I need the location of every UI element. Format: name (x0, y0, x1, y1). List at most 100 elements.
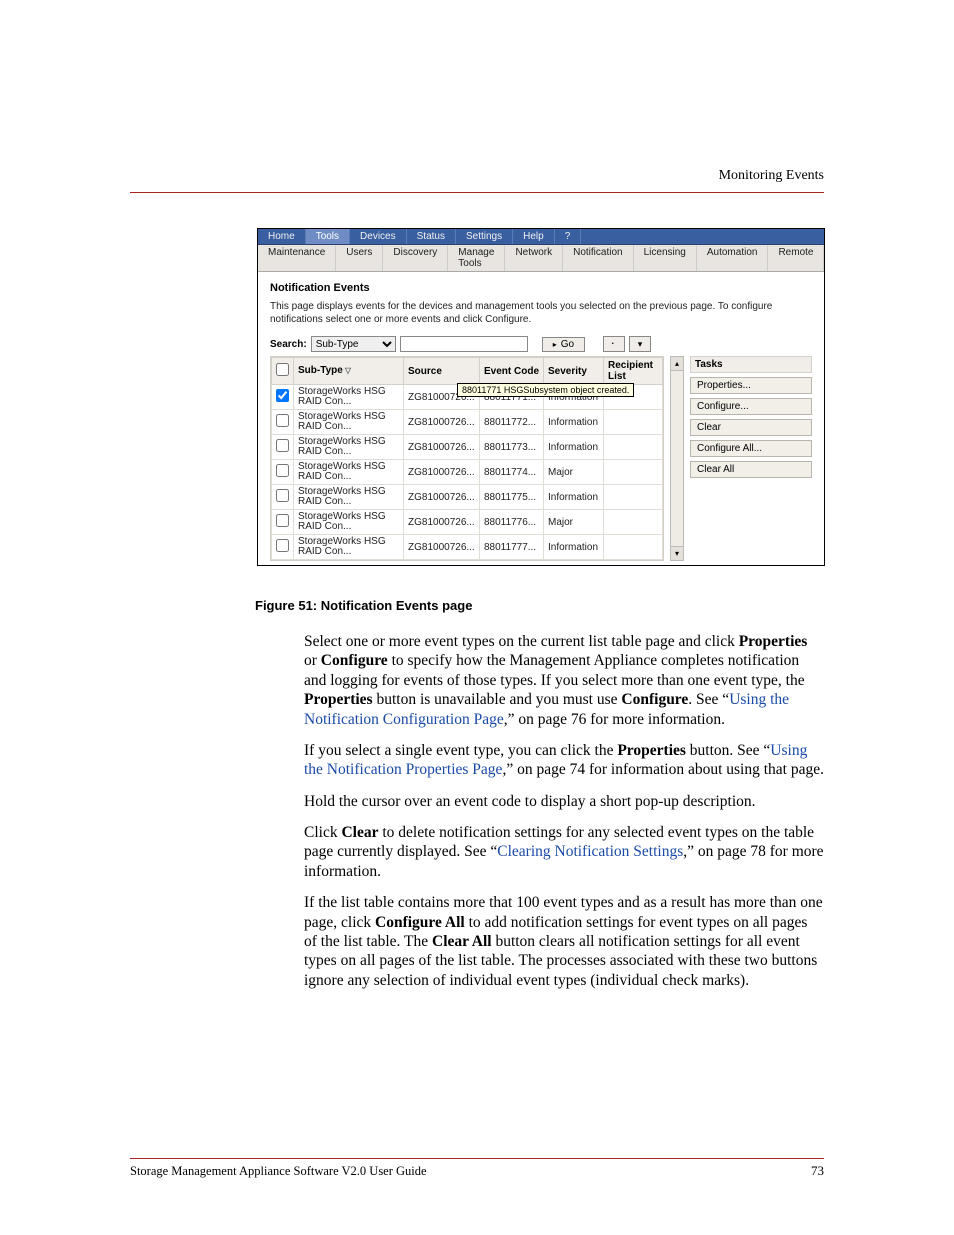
figure-caption: Figure 51: Notification Events page (255, 598, 472, 613)
cell-source: ZG81000726... (404, 535, 480, 560)
secondary-nav-users[interactable]: Users (336, 245, 383, 271)
column-header-source[interactable]: Source (404, 358, 480, 385)
cell-source: ZG81000726... (404, 410, 480, 435)
cell-severity: Information (544, 485, 604, 510)
event-code-tooltip: 88011771 HSGSubsystem object created. (457, 383, 634, 397)
cell-recipient-list (604, 410, 663, 435)
table-row[interactable]: StorageWorks HSG RAID Con...ZG81000726..… (272, 435, 663, 460)
page-description: This page displays events for the device… (270, 300, 812, 326)
page-title: Notification Events (270, 282, 812, 294)
scroll-down-button[interactable]: ▾ (671, 546, 683, 560)
column-header-recipient-list[interactable]: Recipient List (604, 358, 663, 385)
cell-event-code: 88011772... (480, 410, 544, 435)
primary-nav-home[interactable]: Home (258, 229, 306, 244)
scroll-track[interactable] (671, 371, 683, 546)
primary-nav-[interactable]: ? (555, 229, 582, 244)
table-row[interactable]: StorageWorks HSG RAID Con...ZG81000726..… (272, 460, 663, 485)
row-checkbox[interactable] (276, 489, 289, 502)
row-checkbox[interactable] (276, 414, 289, 427)
task-clear-all-button[interactable]: Clear All (690, 461, 812, 478)
row-checkbox[interactable] (276, 514, 289, 527)
cell-source: ZG81000726... (404, 435, 480, 460)
cell-subtype: StorageWorks HSG RAID Con... (294, 535, 404, 560)
table-scrollbar[interactable]: ▴ ▾ (670, 356, 684, 561)
secondary-nav-automation[interactable]: Automation (697, 245, 769, 271)
cell-source: ZG81000726... (404, 460, 480, 485)
page-prev-button[interactable]: ⠂ (603, 336, 625, 352)
column-header-sub-type[interactable]: Sub-Type▽ (294, 358, 404, 385)
cell-event-code: 88011776... (480, 510, 544, 535)
column-header-severity[interactable]: Severity (544, 358, 604, 385)
go-button[interactable]: Go (542, 337, 585, 352)
cell-subtype: StorageWorks HSG RAID Con... (294, 460, 404, 485)
tasks-panel: Tasks Properties... Configure... Clear Conf… (690, 356, 812, 478)
link-clearing-settings[interactable]: Clearing Notification Settings (497, 843, 683, 860)
secondary-nav: MaintenanceUsersDiscoveryManage ToolsNet… (258, 245, 824, 272)
footer-doc-title: Storage Management Appliance Software V2… (130, 1164, 427, 1179)
primary-nav-status[interactable]: Status (407, 229, 456, 244)
sort-indicator-icon: ▽ (345, 366, 351, 375)
cell-subtype: StorageWorks HSG RAID Con... (294, 485, 404, 510)
task-clear-button[interactable]: Clear (690, 419, 812, 436)
cell-source: ZG81000726... (404, 485, 480, 510)
footer-page-number: 73 (811, 1163, 824, 1179)
task-configure-button[interactable]: Configure... (690, 398, 812, 415)
cell-recipient-list (604, 435, 663, 460)
secondary-nav-licensing[interactable]: Licensing (634, 245, 697, 271)
task-properties-button[interactable]: Properties... (690, 377, 812, 394)
cell-severity: Information (544, 535, 604, 560)
cell-recipient-list (604, 510, 663, 535)
scroll-up-button[interactable]: ▴ (671, 357, 683, 371)
cell-severity: Information (544, 435, 604, 460)
cell-subtype: StorageWorks HSG RAID Con... (294, 385, 404, 410)
page-next-button[interactable]: ▾ (629, 336, 651, 352)
primary-nav-tools[interactable]: Tools (306, 229, 350, 244)
cell-subtype: StorageWorks HSG RAID Con... (294, 435, 404, 460)
primary-nav-help[interactable]: Help (513, 229, 555, 244)
cell-recipient-list (604, 460, 663, 485)
body-text: Select one or more event types on the cu… (304, 632, 824, 1002)
cell-source: ZG81000726... (404, 510, 480, 535)
search-row: Search: Sub-Type Go ⠂ ▾ (270, 336, 812, 352)
table-row[interactable]: StorageWorks HSG RAID Con...ZG81000726..… (272, 485, 663, 510)
cell-event-code: 88011774... (480, 460, 544, 485)
table-row[interactable]: StorageWorks HSG RAID Con...ZG81000726..… (272, 510, 663, 535)
secondary-nav-remote[interactable]: Remote (768, 245, 824, 271)
secondary-nav-network[interactable]: Network (505, 245, 563, 271)
cell-recipient-list (604, 485, 663, 510)
row-checkbox[interactable] (276, 439, 289, 452)
secondary-nav-maintenance[interactable]: Maintenance (258, 245, 336, 271)
select-all-checkbox[interactable] (276, 363, 289, 376)
cell-severity: Major (544, 460, 604, 485)
cell-event-code: 88011777... (480, 535, 544, 560)
column-header-checkbox (272, 358, 294, 385)
search-input[interactable] (400, 336, 528, 352)
primary-nav-settings[interactable]: Settings (456, 229, 513, 244)
cell-event-code: 88011775... (480, 485, 544, 510)
footer-rule (130, 1158, 824, 1159)
cell-event-code: 88011773... (480, 435, 544, 460)
secondary-nav-manage-tools[interactable]: Manage Tools (448, 245, 505, 271)
cell-severity: Major (544, 510, 604, 535)
column-header-event-code[interactable]: Event Code (480, 358, 544, 385)
row-checkbox[interactable] (276, 539, 289, 552)
primary-nav-devices[interactable]: Devices (350, 229, 407, 244)
cell-subtype: StorageWorks HSG RAID Con... (294, 410, 404, 435)
row-checkbox[interactable] (276, 389, 289, 402)
row-checkbox[interactable] (276, 464, 289, 477)
cell-severity: Information (544, 410, 604, 435)
secondary-nav-notification[interactable]: Notification (563, 245, 633, 271)
tasks-title: Tasks (690, 356, 812, 373)
table-row[interactable]: StorageWorks HSG RAID Con...ZG81000726..… (272, 410, 663, 435)
running-header: Monitoring Events (719, 168, 824, 184)
cell-subtype: StorageWorks HSG RAID Con... (294, 510, 404, 535)
primary-nav: HomeToolsDevicesStatusSettingsHelp? (258, 229, 824, 245)
search-field-select[interactable]: Sub-Type (311, 336, 396, 352)
events-table-wrap: Sub-Type▽SourceEvent CodeSeverityRecipie… (270, 356, 664, 561)
table-row[interactable]: StorageWorks HSG RAID Con...ZG81000726..… (272, 535, 663, 560)
task-configure-all-button[interactable]: Configure All... (690, 440, 812, 457)
cell-recipient-list (604, 535, 663, 560)
notification-events-screenshot: HomeToolsDevicesStatusSettingsHelp? Main… (257, 228, 825, 566)
search-label: Search: (270, 339, 307, 350)
secondary-nav-discovery[interactable]: Discovery (383, 245, 448, 271)
